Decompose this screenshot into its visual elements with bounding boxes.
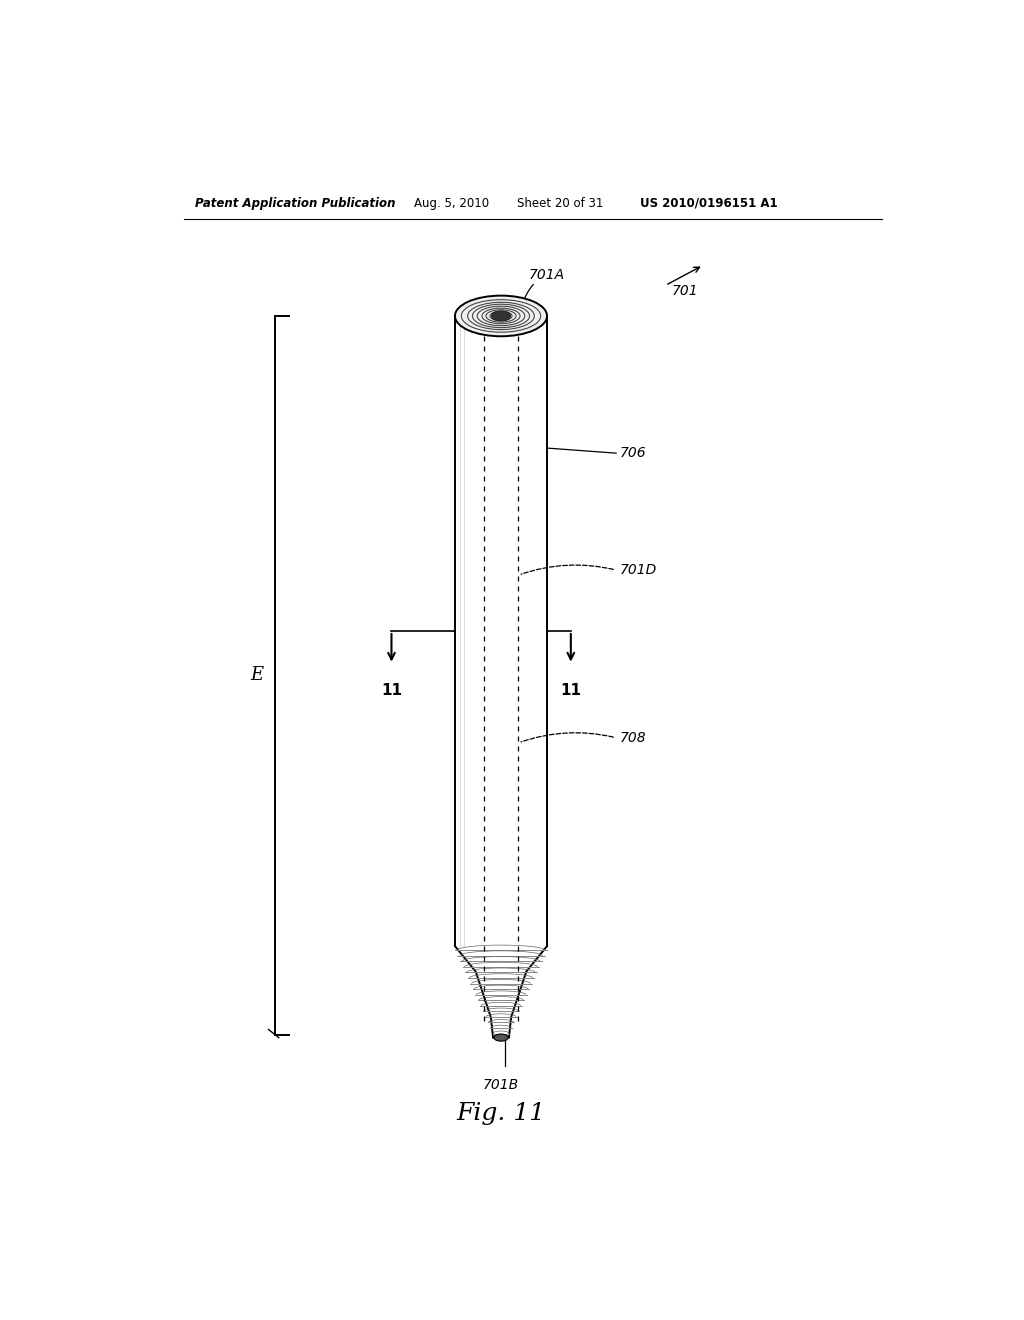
- Text: 11: 11: [381, 682, 402, 698]
- Text: 701A: 701A: [528, 268, 565, 282]
- Text: Patent Application Publication: Patent Application Publication: [196, 197, 396, 210]
- Text: Aug. 5, 2010: Aug. 5, 2010: [414, 197, 488, 210]
- Text: 706: 706: [620, 446, 647, 461]
- Ellipse shape: [494, 1034, 508, 1041]
- Ellipse shape: [492, 312, 511, 321]
- Text: 708: 708: [620, 731, 647, 744]
- Text: E: E: [250, 667, 263, 684]
- Text: 701: 701: [672, 284, 698, 297]
- Text: Fig. 11: Fig. 11: [457, 1102, 546, 1126]
- Text: Sheet 20 of 31: Sheet 20 of 31: [517, 197, 603, 210]
- Ellipse shape: [455, 296, 547, 337]
- Text: 701B: 701B: [483, 1078, 519, 1092]
- Text: 701D: 701D: [620, 564, 657, 577]
- Text: 11: 11: [560, 682, 582, 698]
- Text: US 2010/0196151 A1: US 2010/0196151 A1: [640, 197, 777, 210]
